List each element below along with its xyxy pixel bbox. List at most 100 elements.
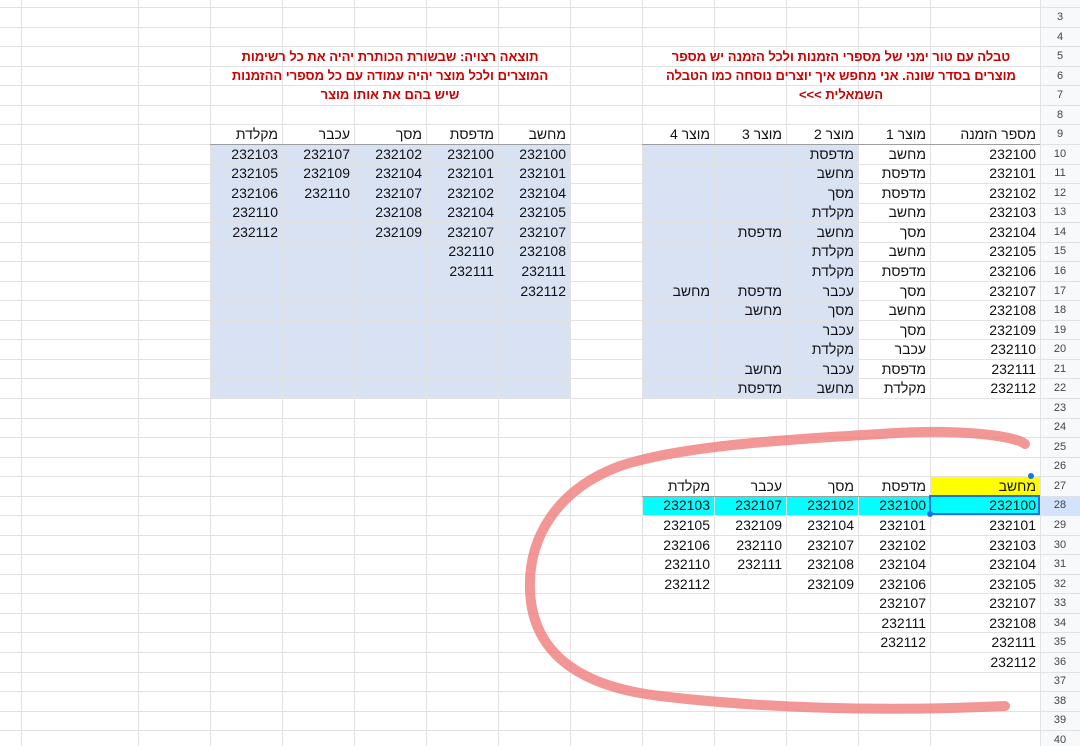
cell: מחשב	[816, 223, 854, 240]
grid-line	[0, 261, 1080, 262]
cell: מסך	[395, 126, 422, 143]
row-number: 4	[1056, 30, 1064, 43]
row-number: 14	[1053, 225, 1067, 238]
cell: 232110	[304, 184, 350, 201]
cell: מסך	[827, 302, 854, 319]
cell: 232107	[989, 595, 1036, 612]
grid-line	[354, 0, 355, 746]
cell: 232112	[990, 653, 1036, 670]
cell: מדפסת	[449, 126, 494, 143]
table-border	[642, 144, 1040, 145]
cell: עכבר	[822, 321, 854, 338]
cell: 232100	[447, 145, 494, 162]
grid-line	[930, 0, 931, 746]
cell: 232106	[989, 262, 1036, 279]
grid-line	[858, 0, 859, 746]
cell: 232104	[375, 165, 422, 182]
cell: מחשב	[888, 145, 926, 162]
row-number: 40	[1053, 733, 1067, 746]
cell: 232100	[989, 145, 1036, 162]
cell: מוצר 4	[669, 126, 710, 143]
cell: 232105	[989, 575, 1036, 592]
row-number: 17	[1053, 284, 1067, 297]
cell: 232103	[989, 204, 1036, 221]
cell: מקלדת	[811, 341, 854, 358]
cell: מקלדת	[811, 243, 854, 260]
row-number: 25	[1053, 440, 1067, 453]
cell: מדפסת	[881, 477, 926, 494]
cell: מדפסת	[809, 145, 854, 162]
cell: מדפסת	[737, 380, 782, 397]
cell: 232101	[989, 517, 1036, 533]
grid-line	[0, 359, 1080, 360]
grid-line	[0, 711, 1080, 712]
cell: מסך	[899, 321, 926, 338]
table-border	[210, 144, 570, 145]
row-number: 39	[1053, 714, 1067, 727]
grid-line	[0, 281, 1080, 282]
cell: עכבר	[318, 126, 350, 143]
grid-line	[0, 105, 1080, 106]
grid-line	[426, 0, 427, 746]
grid-line	[0, 222, 1080, 223]
grid-line	[282, 0, 283, 746]
cell: מוצר 2	[813, 126, 854, 143]
source-fill	[642, 143, 858, 398]
grid-line	[0, 66, 1080, 67]
cell: 232101	[519, 165, 566, 182]
source-note: טבלה עם טור ימני של מספרי הזמנות ולכל הז…	[666, 49, 1016, 103]
row-number: 28	[1053, 499, 1067, 512]
cell: 232112	[664, 575, 710, 592]
grid-line	[642, 0, 643, 746]
cell: 232109	[375, 223, 422, 240]
row-number: 11	[1054, 167, 1066, 180]
cell: 232107	[303, 145, 350, 162]
row-number: 29	[1053, 519, 1067, 531]
row-number: 38	[1053, 694, 1067, 707]
grid-line	[0, 300, 1080, 301]
cell: 232110	[990, 341, 1036, 358]
cell: 232101	[879, 517, 926, 533]
grid-line	[1040, 0, 1041, 746]
cell: 232110	[448, 243, 494, 260]
selection-handle	[1028, 473, 1034, 480]
cell: 232106	[879, 575, 926, 592]
cell: 232106	[231, 184, 278, 201]
cell: 232108	[375, 204, 422, 221]
cell: מקלדת	[883, 380, 926, 397]
grid-line	[0, 124, 1080, 125]
cell: 232101	[447, 165, 494, 182]
cell: 232102	[879, 536, 926, 553]
cell: מקלדת	[667, 477, 710, 494]
cell: מקלדת	[235, 126, 278, 143]
cell: 232105	[989, 243, 1036, 260]
grid-line	[0, 652, 1080, 653]
cell: 232105	[519, 204, 566, 221]
row-number: 5	[1056, 50, 1064, 63]
grid-line	[0, 339, 1080, 340]
cell: מחשב	[744, 360, 782, 377]
grid-line	[21, 0, 22, 746]
grid-line	[0, 85, 1080, 86]
cell: 232112	[232, 223, 278, 240]
row-number: 13	[1053, 206, 1067, 219]
cell: 232111	[991, 634, 1036, 651]
cell: 232103	[663, 497, 710, 514]
cell: 232112	[990, 380, 1036, 397]
grid-line	[0, 183, 1080, 184]
cell: 232110	[232, 204, 278, 221]
row-number: 15	[1053, 245, 1067, 258]
cell: מוצר 3	[741, 126, 782, 143]
row-number: 21	[1053, 362, 1067, 375]
row-number: 6	[1056, 69, 1064, 82]
row-number: 23	[1053, 401, 1067, 414]
cell: 232105	[663, 517, 710, 533]
grid-line	[0, 457, 1080, 458]
cell: 232107	[447, 223, 494, 240]
cell: מסך	[899, 282, 926, 299]
cell: מחשב	[528, 126, 566, 143]
row-number: 10	[1053, 147, 1067, 160]
cell: 232110	[664, 556, 710, 573]
cell: עכבר	[750, 477, 782, 494]
grid-line	[0, 437, 1080, 438]
